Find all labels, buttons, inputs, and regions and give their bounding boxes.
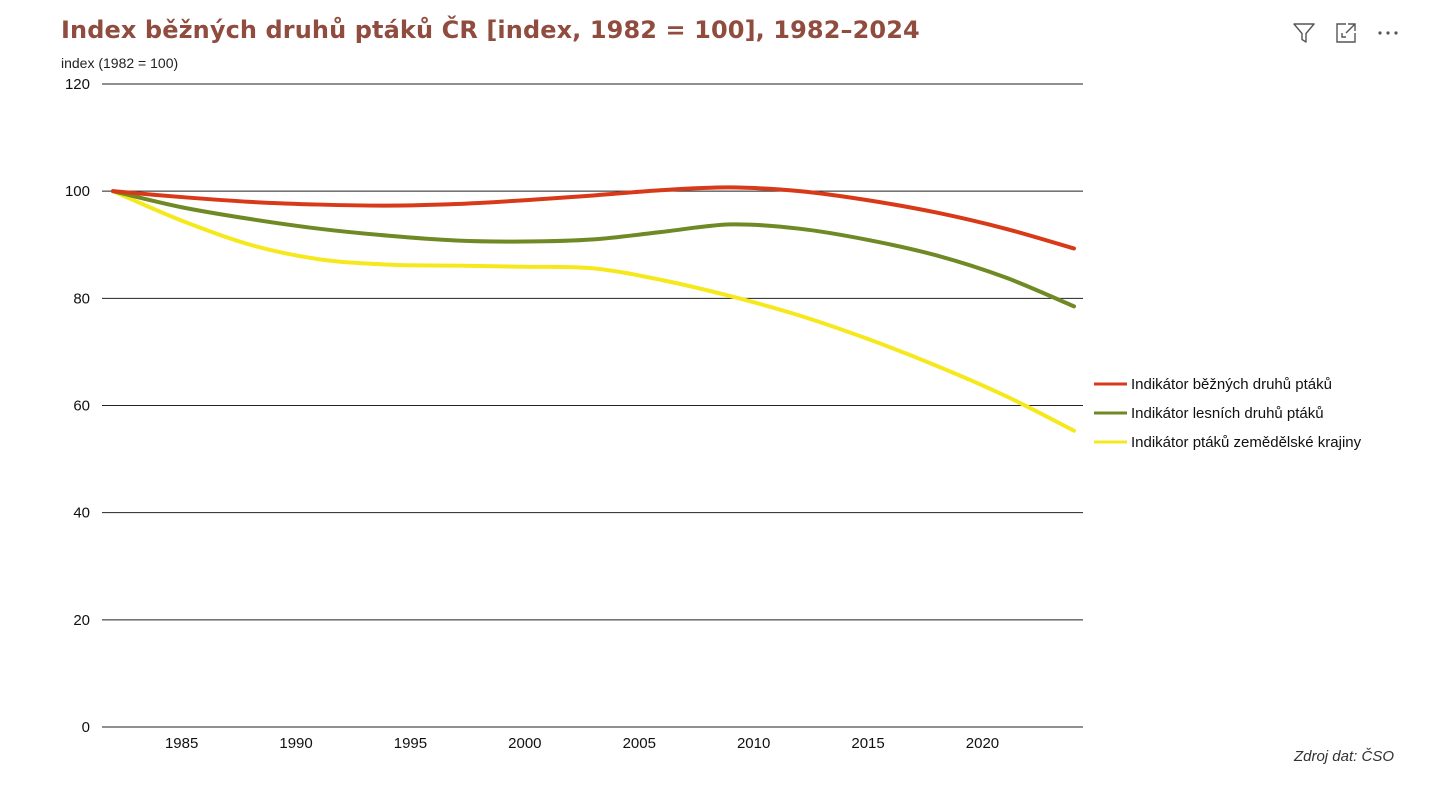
filter-button[interactable]	[1292, 21, 1316, 45]
y-tick-label: 40	[73, 505, 90, 522]
legend-label: Indikátor lesních druhů ptáků	[1131, 405, 1324, 422]
focus-mode-button[interactable]	[1334, 21, 1358, 45]
y-tick-label: 100	[65, 183, 90, 200]
legend-item[interactable]: Indikátor ptáků zemědělské krajiny	[1094, 434, 1362, 451]
chart-title: Index běžných druhů ptáků ČR [index, 198…	[61, 16, 920, 44]
legend-label: Indikátor ptáků zemědělské krajiny	[1131, 434, 1362, 451]
x-tick-label: 2005	[623, 735, 656, 752]
x-tick-label: 2010	[737, 735, 770, 752]
series-line[interactable]	[111, 189, 1076, 433]
x-tick-label: 1995	[394, 735, 427, 752]
x-tick-label: 2015	[851, 735, 884, 752]
y-tick-label: 120	[65, 76, 90, 93]
legend-item[interactable]: Indikátor běžných druhů ptáků	[1094, 376, 1332, 393]
x-tick-label: 1985	[165, 735, 198, 752]
y-axis-label: index (1982 = 100)	[61, 55, 178, 71]
y-tick-label: 20	[73, 612, 90, 629]
legend-label: Indikátor běžných druhů ptáků	[1131, 376, 1332, 393]
y-tick-label: 0	[82, 719, 90, 736]
series-line[interactable]	[111, 185, 1076, 251]
more-options-icon	[1378, 31, 1398, 35]
y-tick-label: 80	[73, 290, 90, 307]
legend-item[interactable]: Indikátor lesních druhů ptáků	[1094, 405, 1324, 422]
x-tick-label: 1990	[279, 735, 312, 752]
more-options-button[interactable]	[1376, 21, 1400, 45]
expand-icon	[1336, 23, 1356, 43]
series-line[interactable]	[111, 189, 1076, 309]
visual-toolbar	[1292, 21, 1400, 45]
x-tick-label: 2020	[966, 735, 999, 752]
y-tick-label: 60	[73, 398, 90, 415]
x-tick-label: 2000	[508, 735, 541, 752]
filter-icon	[1293, 23, 1315, 43]
data-source-note: Zdroj dat: ČSO	[1293, 748, 1394, 765]
